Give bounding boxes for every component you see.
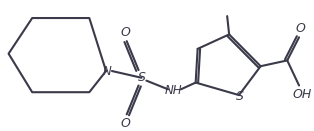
Text: O: O	[121, 26, 131, 39]
Text: N: N	[103, 66, 111, 78]
Text: O: O	[295, 22, 305, 35]
Text: OH: OH	[292, 88, 311, 101]
Text: NH: NH	[164, 84, 182, 97]
Text: O: O	[121, 117, 131, 130]
Text: S: S	[236, 90, 244, 103]
Text: S: S	[138, 71, 145, 84]
